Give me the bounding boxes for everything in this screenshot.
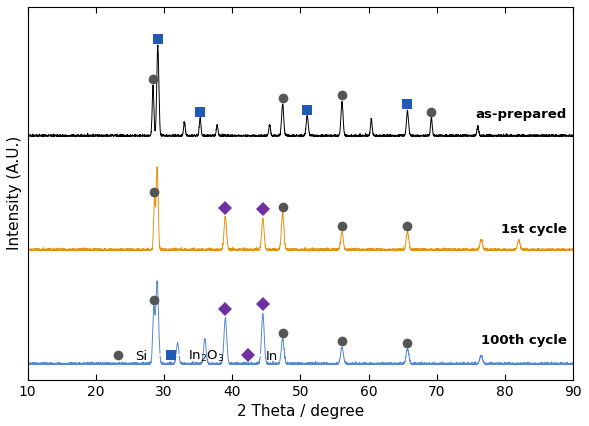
Legend: Si, In$_2$O$_3$, In: Si, In$_2$O$_3$, In (100, 344, 283, 369)
X-axis label: 2 Theta / degree: 2 Theta / degree (237, 404, 364, 419)
Y-axis label: Intensity (A.U.): Intensity (A.U.) (7, 136, 22, 250)
Text: 1st cycle: 1st cycle (501, 222, 567, 236)
Text: 100th cycle: 100th cycle (481, 334, 567, 347)
Text: as-prepared: as-prepared (475, 109, 567, 121)
